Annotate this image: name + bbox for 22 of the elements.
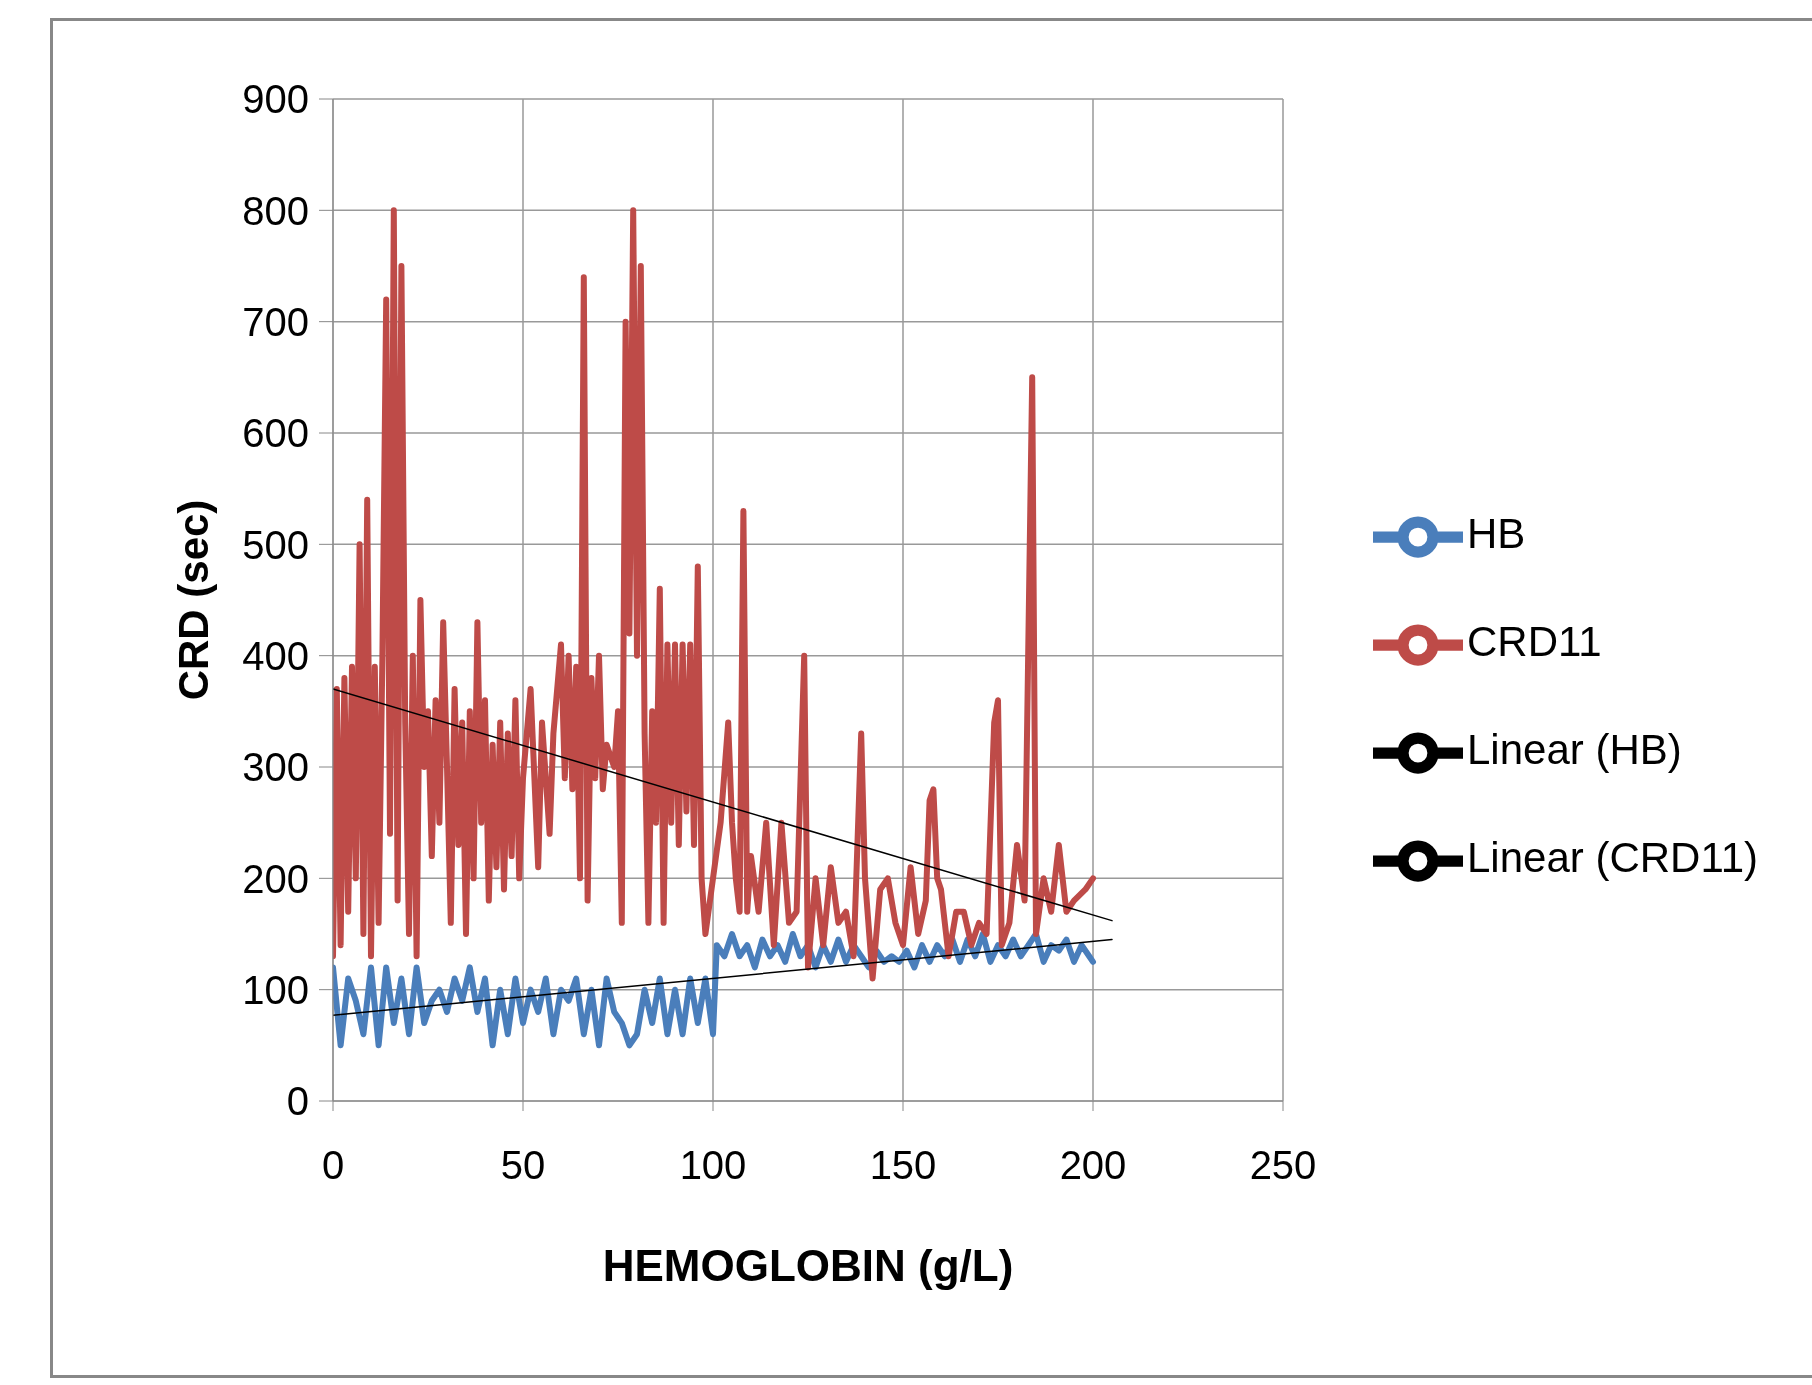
y-tick-label: 0 bbox=[286, 1079, 309, 1124]
y-tick-label: 800 bbox=[242, 188, 309, 233]
x-tick-label: 150 bbox=[869, 1143, 937, 1188]
x-tick-label: 0 bbox=[321, 1143, 345, 1188]
y-tick-label: 200 bbox=[242, 856, 309, 901]
x-tick-label: 100 bbox=[679, 1143, 747, 1188]
legend-label: Linear (HB) bbox=[1467, 726, 1682, 773]
y-tick-label: 900 bbox=[242, 77, 309, 122]
y-tick-label: 500 bbox=[242, 522, 309, 567]
x-tick-label: 50 bbox=[500, 1143, 546, 1188]
y-tick-label: 700 bbox=[242, 299, 309, 344]
x-tick-label: 200 bbox=[1059, 1143, 1127, 1188]
y-tick-label: 300 bbox=[242, 745, 309, 790]
y-tick-label: 600 bbox=[242, 411, 309, 456]
legend-label: Linear (CRD11) bbox=[1467, 834, 1758, 881]
y-axis-title: CRD (sec) bbox=[169, 499, 217, 701]
x-axis-title: HEMOGLOBIN (g/L) bbox=[602, 1241, 1014, 1290]
legend-label: CRD11 bbox=[1467, 618, 1602, 665]
y-tick-label: 100 bbox=[242, 967, 309, 1012]
legend-label: HB bbox=[1467, 510, 1526, 557]
x-tick-label: 250 bbox=[1249, 1143, 1317, 1188]
y-tick-label: 400 bbox=[242, 633, 309, 678]
